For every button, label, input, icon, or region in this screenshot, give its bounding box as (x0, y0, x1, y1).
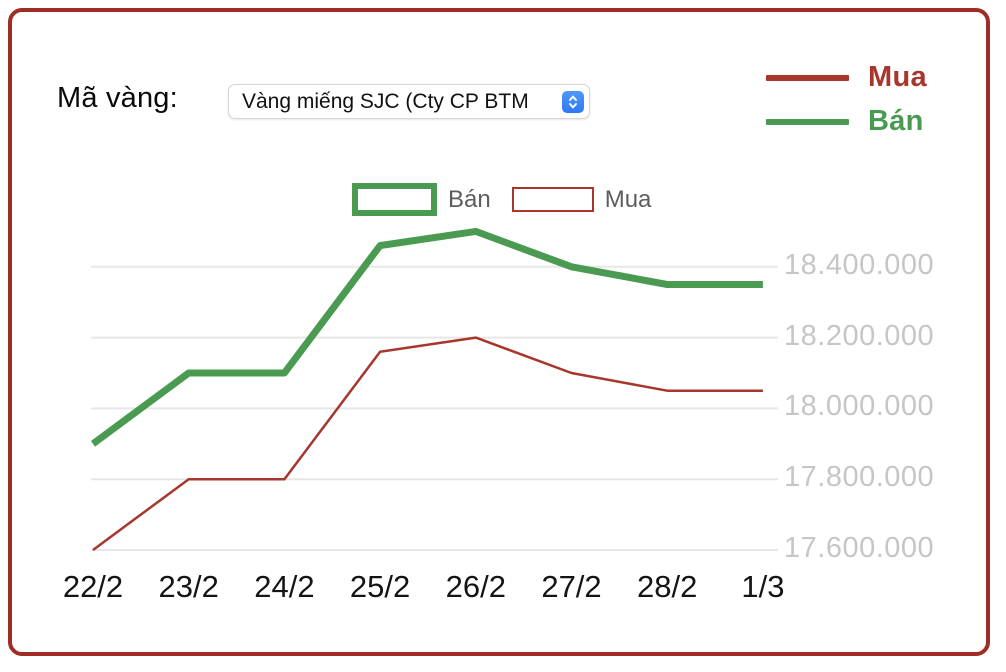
x-tick-label: 28/2 (637, 569, 698, 604)
gold-type-select-value: Vàng miếng SJC (Cty CP BTM (242, 89, 529, 113)
x-tick-label: 1/3 (741, 569, 785, 604)
y-tick-label: 17.800.000 (784, 461, 935, 494)
x-tick-label: 22/2 (62, 569, 124, 604)
mua-chart-legend-label: Mua (604, 185, 652, 213)
ban-line-swatch (766, 118, 849, 125)
y-tick-label: 17.600.000 (784, 532, 935, 564)
chart-legend: Bán Mua (352, 183, 651, 216)
x-tick-label: 26/2 (445, 569, 506, 604)
y-tick-label: 18.200.000 (784, 319, 935, 352)
gold-type-select[interactable]: Vàng miếng SJC (Cty CP BTM (228, 84, 590, 119)
up-down-chevrons-icon (562, 90, 584, 113)
ban-chart-legend-label: Bán (448, 185, 491, 213)
mua-legend-box (511, 187, 594, 212)
legend-top-right: Mua Bán (766, 61, 927, 137)
ban-legend-label: Bán (868, 105, 924, 137)
ban-legend-box (352, 183, 437, 216)
legend-row-ban: Bán (766, 105, 927, 137)
gold-code-label: Mã vàng: (57, 82, 178, 114)
mua-price-line (92, 336, 763, 552)
x-tick-label: 25/2 (349, 569, 411, 604)
x-tick-label: 24/2 (254, 569, 315, 604)
y-tick-label: 18.400.000 (784, 248, 935, 281)
mua-line-swatch (766, 74, 849, 81)
ban-price-line (90, 227, 763, 447)
gridlines (91, 265, 778, 551)
mua-legend-label: Mua (868, 61, 927, 93)
x-tick-label: 23/2 (158, 569, 219, 604)
legend-row-mua: Mua (766, 61, 927, 93)
x-tick-label: 27/2 (541, 569, 602, 604)
y-tick-label: 18.000.000 (784, 390, 935, 423)
